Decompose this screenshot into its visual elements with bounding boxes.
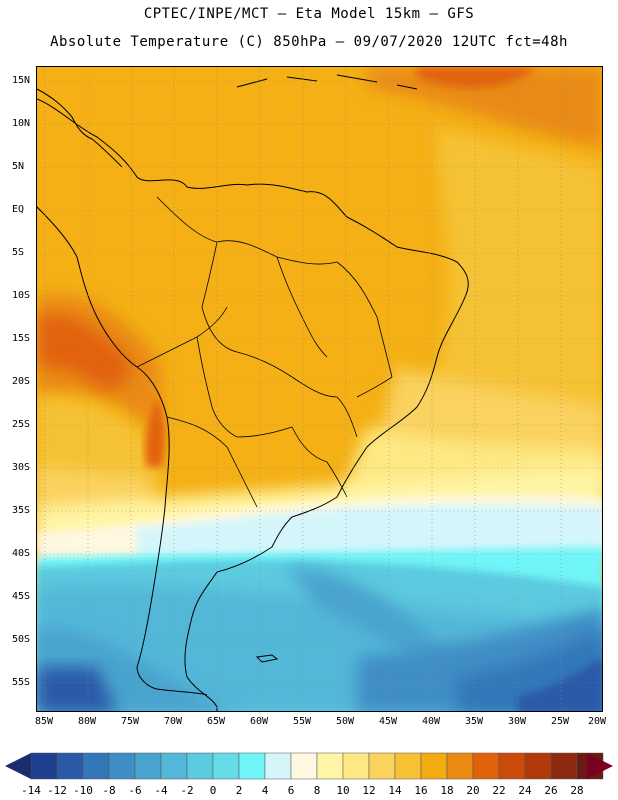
colorbar-high-arrow (587, 753, 613, 779)
colorbar-label: -14 (21, 784, 41, 797)
lon-label-25w: 25W (550, 716, 570, 727)
colorbar-cell (394, 752, 422, 780)
lat-label-10n: 10N (12, 118, 31, 129)
colorbar-label: 20 (466, 784, 480, 797)
colorbar-cell (290, 752, 318, 780)
lon-label-75w: 75W (120, 716, 140, 727)
colorbar-low-arrow (5, 753, 31, 779)
chart-title-line-1: CPTEC/INPE/MCT – Eta Model 15km – GFS (143, 6, 475, 22)
colorbar-label: -2 (180, 784, 194, 797)
colorbar-cell (134, 752, 162, 780)
central-america-coastline (37, 88, 123, 168)
lat-label-55s: 55S (12, 677, 31, 688)
temperature-map (36, 66, 603, 712)
colorbar-cell (446, 752, 474, 780)
lat-label-eq: EQ (12, 204, 25, 215)
colorbar-label: -6 (128, 784, 142, 797)
colorbar-cell (524, 752, 552, 780)
lon-label-70w: 70W (163, 716, 183, 727)
colorbar-label: 22 (492, 784, 506, 797)
lon-label-55w: 55W (292, 716, 312, 727)
lon-label-40w: 40W (421, 716, 441, 727)
lat-label-5n: 5N (12, 161, 25, 172)
colorbar-label: 6 (287, 784, 295, 797)
lat-label-10s: 10S (12, 290, 31, 301)
lon-label-85w: 85W (34, 716, 54, 727)
colorbar-cell (30, 752, 58, 780)
colorbar-cell (212, 752, 240, 780)
lat-label-25s: 25S (12, 419, 31, 430)
lon-label-20w: 20W (587, 716, 607, 727)
colorbar-cell (550, 752, 578, 780)
colorbar-label: 26 (544, 784, 558, 797)
colorbar-label: 10 (336, 784, 350, 797)
colorbar-label: 16 (414, 784, 428, 797)
lon-label-35w: 35W (464, 716, 484, 727)
colorbar-label: 12 (362, 784, 376, 797)
lat-label-45s: 45S (12, 591, 31, 602)
colorbar-cell (82, 752, 110, 780)
colorbar-cell (108, 752, 136, 780)
lat-label-50s: 50S (12, 634, 31, 645)
colorbar (0, 750, 618, 784)
colorbar-label: 8 (313, 784, 321, 797)
colorbar-cells (30, 752, 604, 780)
lat-label-5s: 5S (12, 247, 25, 258)
lon-label-45w: 45W (378, 716, 398, 727)
temperature-map-svg (37, 67, 602, 711)
falkland-islands (255, 654, 279, 663)
colorbar-label: 2 (235, 784, 243, 797)
colorbar-label: 14 (388, 784, 402, 797)
colorbar-cell (316, 752, 344, 780)
temperature-field (37, 67, 602, 711)
lat-lon-grid (37, 67, 602, 711)
colorbar-label: -4 (154, 784, 168, 797)
lon-label-65w: 65W (206, 716, 226, 727)
colorbar-cell (498, 752, 526, 780)
colorbar-cell (342, 752, 370, 780)
colorbar-cell (238, 752, 266, 780)
colorbar-cell (160, 752, 188, 780)
lat-label-15s: 15S (12, 333, 31, 344)
lat-label-30s: 30S (12, 462, 31, 473)
colorbar-cell (368, 752, 396, 780)
colorbar-cell (186, 752, 214, 780)
colorbar-label: -10 (73, 784, 93, 797)
lat-label-20s: 20S (12, 376, 31, 387)
colorbar-label: 24 (518, 784, 532, 797)
lat-label-40s: 40S (12, 548, 31, 559)
colorbar-svg (5, 752, 613, 780)
lon-label-80w: 80W (77, 716, 97, 727)
lon-label-60w: 60W (249, 716, 269, 727)
caribbean-islands (236, 74, 418, 90)
colorbar-label: 28 (570, 784, 584, 797)
lon-label-30w: 30W (507, 716, 527, 727)
colorbar-label: -12 (47, 784, 67, 797)
colorbar-cell (472, 752, 500, 780)
colorbar-cell (56, 752, 84, 780)
colorbar-label: 0 (209, 784, 217, 797)
colorbar-label: 18 (440, 784, 454, 797)
country-borders (136, 196, 393, 508)
lat-label-15n: 15N (12, 75, 31, 86)
colorbar-cell (264, 752, 292, 780)
south-america-coastline (37, 98, 469, 711)
colorbar-label: -8 (102, 784, 116, 797)
lat-label-35s: 35S (12, 505, 31, 516)
chart-title-line-2: Absolute Temperature (C) 850hPa – 09/07/… (50, 34, 568, 50)
colorbar-label: 4 (261, 784, 269, 797)
colorbar-cell (420, 752, 448, 780)
lon-label-50w: 50W (335, 716, 355, 727)
coastlines (37, 74, 469, 711)
